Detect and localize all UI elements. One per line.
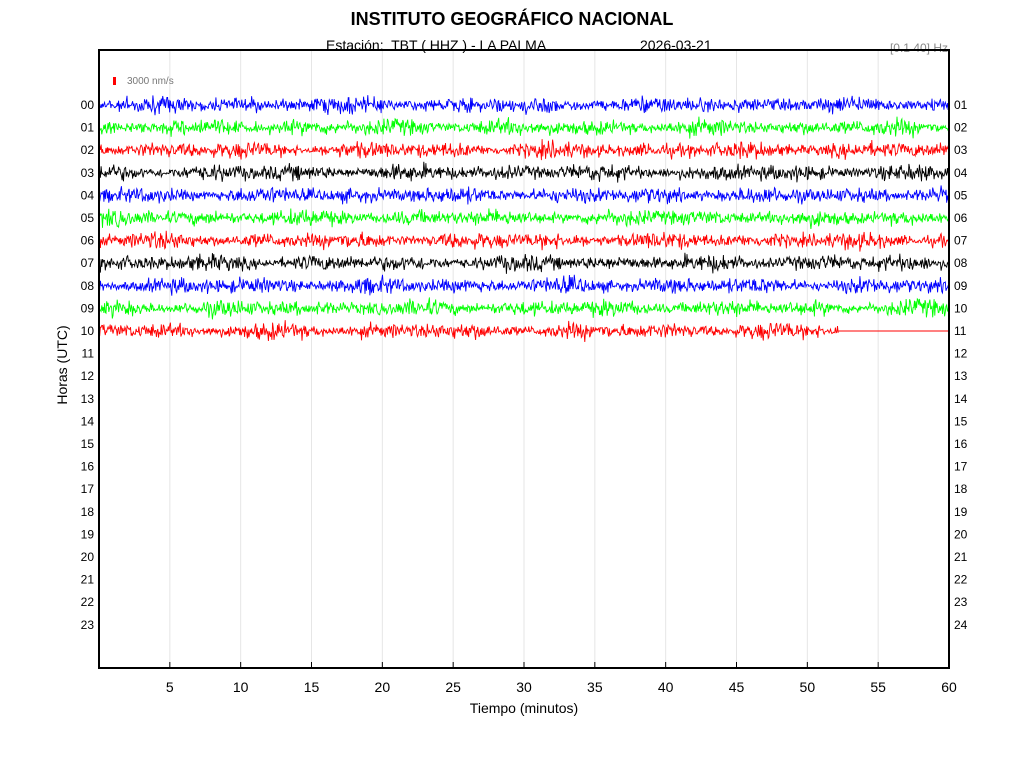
left-hour-label: 05 [81, 211, 95, 225]
right-hour-label: 15 [954, 414, 968, 428]
x-tick-label: 20 [375, 679, 391, 695]
left-hour-label: 16 [81, 460, 95, 474]
right-hour-label: 13 [954, 369, 968, 383]
seismic-trace-hour-08 [98, 274, 950, 296]
right-hour-label: 04 [954, 166, 968, 180]
right-hour-label: 14 [954, 392, 968, 406]
right-hour-label: 10 [954, 301, 968, 315]
x-tick-label: 10 [233, 679, 249, 695]
right-hour-label: 02 [954, 121, 968, 135]
x-tick-label: 15 [304, 679, 320, 695]
right-hour-label: 05 [954, 188, 968, 202]
amplitude-scale-bar [113, 77, 116, 85]
right-hour-label: 01 [954, 98, 968, 112]
left-hour-label: 06 [81, 234, 95, 248]
seismic-trace-hour-09 [98, 297, 950, 320]
right-hour-label: 12 [954, 347, 968, 361]
amplitude-scale-label: 3000 nm/s [127, 76, 174, 87]
right-hour-label: 23 [954, 595, 968, 609]
x-tick-label: 30 [516, 679, 532, 695]
filter-band-label: [0.1 40] Hz [889, 41, 948, 55]
x-axis-label: Tiempo (minutos) [469, 700, 579, 716]
x-tick-label: 60 [941, 679, 957, 695]
left-hour-label: 13 [81, 392, 95, 406]
seismic-trace-hour-07 [98, 252, 950, 274]
seismic-trace-hour-02 [98, 139, 950, 161]
left-hour-label: 11 [82, 347, 95, 361]
left-hour-label: 08 [81, 279, 95, 293]
x-tick-label: 40 [658, 679, 674, 695]
left-hour-label: 01 [81, 121, 95, 135]
right-hour-label: 21 [954, 550, 968, 564]
left-hour-label: 22 [81, 595, 95, 609]
right-hour-label: 17 [954, 460, 968, 474]
right-hour-label: 20 [954, 527, 968, 541]
x-tick-label: 35 [587, 679, 603, 695]
right-hour-label: 07 [954, 234, 968, 248]
x-tick-label: 55 [870, 679, 886, 695]
x-tick-label: 45 [729, 679, 745, 695]
right-hour-label: 09 [954, 279, 968, 293]
right-hour-label: 16 [954, 437, 968, 451]
left-hour-label: 10 [81, 324, 95, 338]
left-hour-label: 23 [81, 618, 95, 632]
left-hour-label: 00 [81, 98, 95, 112]
left-hour-label: 18 [81, 505, 95, 519]
x-tick-label: 50 [800, 679, 816, 695]
left-hour-label: 14 [81, 414, 95, 428]
left-hour-label: 12 [81, 369, 95, 383]
seismic-trace-hour-01 [98, 116, 950, 139]
seismic-trace-hour-00 [98, 95, 950, 116]
left-hour-label: 15 [81, 437, 95, 451]
seismic-trace-hour-06 [98, 230, 950, 252]
y-axis-label: Horas (UTC) [54, 325, 70, 405]
left-hour-label: 07 [81, 256, 95, 270]
x-tick-label: 5 [166, 679, 174, 695]
right-hour-label: 18 [954, 482, 968, 496]
left-hour-label: 09 [81, 301, 95, 315]
right-hour-label: 06 [954, 211, 968, 225]
seismic-trace-hour-05 [98, 208, 949, 230]
left-hour-label: 03 [81, 166, 95, 180]
chart-title: INSTITUTO GEOGRÁFICO NACIONAL [350, 9, 674, 29]
x-tick-label: 25 [445, 679, 461, 695]
right-hour-label: 22 [954, 573, 968, 587]
left-hour-label: 20 [81, 550, 95, 564]
seismic-trace-hour-10 [98, 320, 839, 343]
seismic-trace-hour-04 [98, 185, 950, 205]
right-hour-label: 03 [954, 143, 968, 157]
right-hour-label: 08 [954, 256, 968, 270]
left-hour-label: 19 [81, 527, 95, 541]
left-hour-label: 02 [81, 143, 95, 157]
right-hour-label: 11 [954, 324, 967, 338]
left-hour-label: 04 [81, 188, 95, 202]
left-hour-label: 17 [81, 482, 95, 496]
right-hour-label: 24 [954, 618, 968, 632]
seismic-trace-hour-03 [98, 161, 950, 183]
right-hour-label: 19 [954, 505, 968, 519]
left-hour-label: 21 [81, 573, 95, 587]
